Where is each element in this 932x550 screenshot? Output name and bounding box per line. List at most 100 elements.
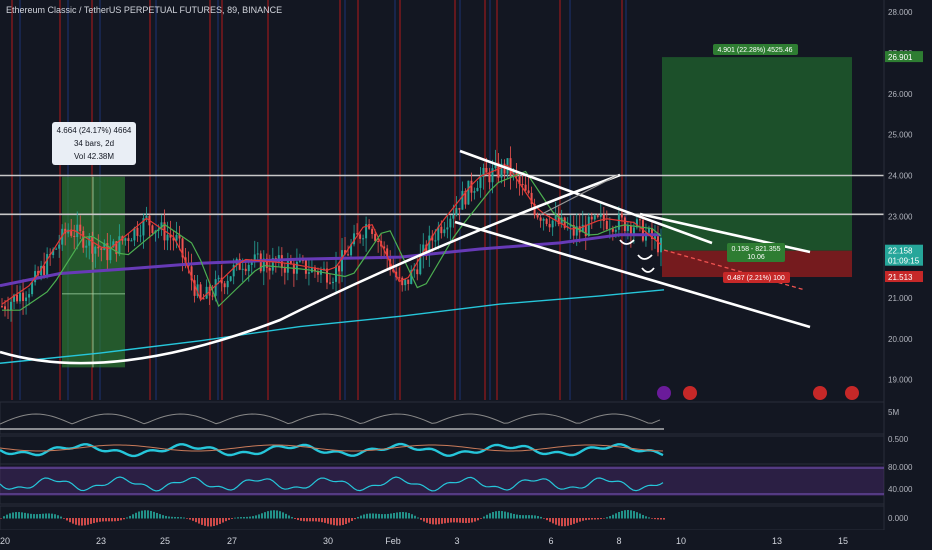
histogram-bar (189, 518, 191, 520)
histogram-bar (108, 518, 110, 522)
candle-body (202, 298, 205, 300)
candle-body (632, 227, 635, 235)
time-tick-label: 13 (772, 536, 782, 546)
candle-body (238, 258, 241, 270)
candle-body (611, 228, 614, 232)
histogram-bar (183, 517, 185, 519)
candle-body (184, 257, 187, 263)
event-icon[interactable] (813, 386, 827, 400)
candle-body (464, 190, 467, 205)
candle-body (106, 243, 109, 261)
candle-body (338, 265, 341, 272)
histogram-bar (603, 518, 605, 519)
histogram-bar (153, 511, 155, 519)
histogram-bar (372, 513, 374, 519)
measure-box-line1: 4.664 (24.17%) 4664 (57, 126, 132, 135)
event-icon[interactable] (657, 386, 671, 400)
candle-body (85, 245, 88, 248)
histogram-bar (81, 518, 83, 526)
histogram-bar (465, 518, 467, 524)
histogram-bar (492, 512, 494, 519)
candle-body (371, 228, 374, 234)
histogram-bar (261, 513, 263, 519)
histogram-bar (489, 513, 491, 519)
histogram-bar (195, 518, 197, 523)
histogram-bar (321, 518, 323, 523)
histogram-bar (579, 518, 581, 522)
histogram-bar (192, 518, 194, 521)
candle-body (407, 279, 410, 285)
histogram-bar (216, 518, 218, 526)
histogram-bar (567, 518, 569, 526)
histogram-bar (585, 518, 587, 521)
candle-body (404, 279, 407, 286)
candle-body (602, 214, 605, 221)
event-icon[interactable] (683, 386, 697, 400)
candle-body (94, 246, 97, 254)
histogram-bar (453, 518, 455, 523)
candle-body (166, 234, 169, 241)
candle-body (283, 268, 286, 273)
candle-body (491, 168, 494, 183)
histogram-bar (612, 514, 614, 519)
candle-body (419, 255, 422, 275)
histogram-bar (135, 512, 137, 519)
measure-box-line3: Vol 42.38M (74, 152, 114, 161)
histogram-bar (168, 516, 170, 519)
price-tick-label: 23.000 (888, 212, 913, 221)
candle-body (470, 180, 473, 193)
histogram-bar (504, 511, 506, 519)
event-icon[interactable] (845, 386, 859, 400)
candle-body (247, 264, 250, 272)
histogram-bar (507, 512, 509, 519)
candle-body (103, 243, 106, 250)
candle-body (280, 255, 283, 269)
histogram-bar (549, 518, 551, 522)
candle-body (440, 226, 443, 234)
histogram-bar (546, 518, 548, 521)
histogram-bar (522, 515, 524, 519)
histogram-bar (276, 510, 278, 519)
candle-body (374, 233, 377, 241)
histogram-bar (501, 511, 503, 519)
histogram-bar (30, 513, 32, 519)
candle-body (298, 260, 301, 262)
candle-body (262, 258, 265, 272)
histogram-bar (456, 518, 458, 523)
candle-body (476, 187, 479, 192)
candle-body (575, 226, 578, 236)
histogram-bar (441, 518, 443, 524)
histogram-bar (540, 516, 542, 519)
histogram-bar (645, 516, 647, 519)
histogram-bar (468, 518, 470, 523)
candle-body (452, 215, 455, 219)
histogram-bar (633, 511, 635, 519)
histogram-bar (3, 516, 5, 519)
candle-body (461, 190, 464, 210)
time-tick-label: 25 (160, 536, 170, 546)
candle-body (467, 180, 470, 205)
indicator-panel (0, 463, 885, 505)
histogram-bar (90, 518, 92, 524)
candle-body (34, 271, 37, 283)
histogram-bar (243, 516, 245, 519)
histogram-bar (357, 517, 359, 519)
histogram-bar (528, 515, 530, 519)
histogram-bar (228, 518, 230, 520)
candle-body (368, 224, 371, 229)
histogram-bar (210, 518, 212, 527)
candle-body (542, 218, 545, 221)
histogram-bar (324, 518, 326, 523)
histogram-bar (576, 518, 578, 523)
ma-purple-line (0, 233, 660, 288)
candle-body (392, 269, 395, 272)
histogram-bar (21, 512, 23, 519)
candle-body (449, 218, 452, 228)
candle-body (25, 297, 28, 302)
histogram-bar (438, 518, 440, 525)
long-profit-zone (662, 57, 852, 251)
candle-body (341, 250, 344, 272)
histogram-bar (105, 518, 107, 522)
candle-body (196, 284, 199, 296)
